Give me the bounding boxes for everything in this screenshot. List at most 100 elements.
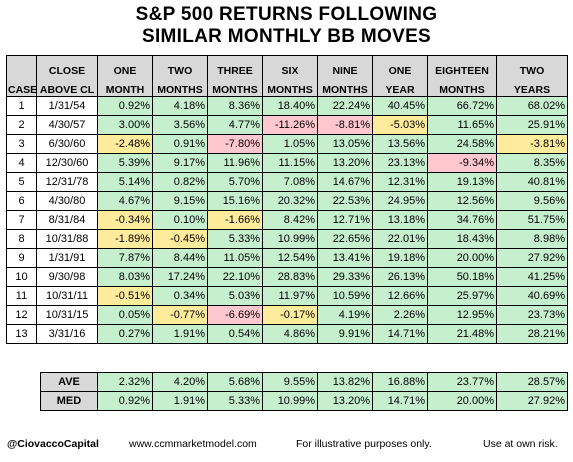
return-cell: 4.86% [262,324,318,344]
return-cell: 40.81% [496,172,568,192]
return-cell: 19.13% [427,172,497,192]
table-row: 12 10/31/15 0.05% -0.77% -6.69% -0.17% 4.19% 2.… [6,305,568,325]
column-header-bottom: ABOVE CL [39,83,95,96]
column-header-bottom: MONTH [105,83,145,96]
return-cell: 12.66% [372,286,428,306]
return-cell: 66.72% [427,96,497,116]
return-cell: 12.31% [372,172,428,192]
case-cell: 9 [6,248,37,268]
return-cell: 5.03% [207,286,263,306]
column-header: CLOSE ABOVE CL [36,55,98,97]
table-row: 2 4/30/57 3.00% 3.56% 4.77% -11.26% -8.81% -5.0… [6,115,568,135]
date-cell: 10/31/11 [36,286,98,306]
return-cell: 13.05% [317,134,373,154]
return-cell: 5.39% [97,153,153,173]
return-cell: 22.10% [207,267,263,287]
return-cell: 4.77% [207,115,263,135]
column-header-top: ONE [388,65,412,77]
return-cell: 23.73% [496,305,568,325]
return-cell: 8.98% [496,229,568,249]
summary-value: 23.77% [427,372,497,392]
return-cell: 8.42% [262,210,318,230]
return-cell: -6.69% [207,305,263,325]
column-header: CASE [6,55,38,97]
return-cell: 13.18% [372,210,428,230]
return-cell: 10.59% [317,286,373,306]
return-cell: 0.34% [152,286,208,306]
return-cell: -2.48% [97,134,153,154]
footer-risk: Use at own risk. [483,438,558,450]
summary-value: 1.91% [152,391,208,411]
date-cell: 8/31/84 [36,210,98,230]
column-header: TWO YEARS [496,55,568,97]
return-cell: 4.18% [152,96,208,116]
column-header-bottom: CASE [8,83,38,96]
return-cell: 0.10% [152,210,208,230]
table-row: 5 12/31/78 5.14% 0.82% 5.70% 7.08% 14.67% 12.31… [6,172,568,192]
return-cell: 8.35% [496,153,568,173]
footer-handle: @CiovaccoCapital [7,438,99,450]
return-cell: 29.33% [317,267,373,287]
return-cell: 12.54% [262,248,318,268]
return-cell: 14.71% [372,324,428,344]
return-cell: 24.58% [427,134,497,154]
return-cell: 0.91% [152,134,208,154]
return-cell: 11.96% [207,153,263,173]
return-cell: -0.17% [262,305,318,325]
case-cell: 7 [6,210,37,230]
return-cell: 12.56% [427,191,497,211]
summary-table: AVE 2.32% 4.20% 5.68% 9.55% 13.82% 16.88% 23.77… [40,372,568,411]
return-cell: 11.15% [262,153,318,173]
return-cell: 8.03% [97,267,153,287]
summary-value: 16.88% [372,372,428,392]
return-cell: 0.54% [207,324,263,344]
column-header-top: EIGHTEEN [435,65,489,77]
return-cell: 20.00% [427,248,497,268]
return-cell: 40.45% [372,96,428,116]
return-cell: 40.69% [496,286,568,306]
summary-value: 5.68% [207,372,263,392]
title-line-2: SIMILAR MONTHLY BB MOVES [141,26,432,47]
date-cell: 10/31/88 [36,229,98,249]
return-cell: 2.26% [372,305,428,325]
return-cell: 4.67% [97,191,153,211]
footer-note: For illustrative purposes only. [296,438,432,450]
date-cell: 12/30/60 [36,153,98,173]
return-cell: 8.44% [152,248,208,268]
return-cell: 5.33% [207,229,263,249]
column-header-top: TWO [519,65,545,77]
column-header: EIGHTEEN MONTHS [427,55,497,97]
summary-value: 10.99% [262,391,318,411]
column-header-top: ONE [113,65,137,77]
return-cell: 25.91% [496,115,568,135]
return-cell: 12.71% [317,210,373,230]
return-cell: -11.26% [262,115,318,135]
column-header-top: NINE [332,65,358,77]
return-cell: 9.15% [152,191,208,211]
date-cell: 4/30/57 [36,115,98,135]
return-cell: 9.91% [317,324,373,344]
return-cell: 13.56% [372,134,428,154]
return-cell: 17.24% [152,267,208,287]
case-cell: 8 [6,229,37,249]
summary-row: AVE 2.32% 4.20% 5.68% 9.55% 13.82% 16.88% 23.77… [40,372,568,392]
return-cell: 50.18% [427,267,497,287]
case-cell: 4 [6,153,37,173]
column-header-bottom: MONTHS [212,83,258,96]
case-cell: 6 [6,191,37,211]
return-cell: 8.36% [207,96,263,116]
return-cell: 18.43% [427,229,497,249]
return-cell: 13.41% [317,248,373,268]
table-row: 6 4/30/80 4.67% 9.15% 15.16% 20.32% 22.53% 24.9… [6,191,568,211]
return-cell: 12.95% [427,305,497,325]
return-cell: 24.95% [372,191,428,211]
case-cell: 1 [6,96,37,116]
return-cell: 0.05% [97,305,153,325]
date-cell: 1/31/91 [36,248,98,268]
column-header-top: TWO [167,65,193,77]
column-header: TWO MONTHS [152,55,208,97]
return-cell: -0.51% [97,286,153,306]
case-cell: 12 [6,305,37,325]
footer-url: www.ccmmarketmodel.com [129,438,257,450]
summary-value: 14.71% [372,391,428,411]
